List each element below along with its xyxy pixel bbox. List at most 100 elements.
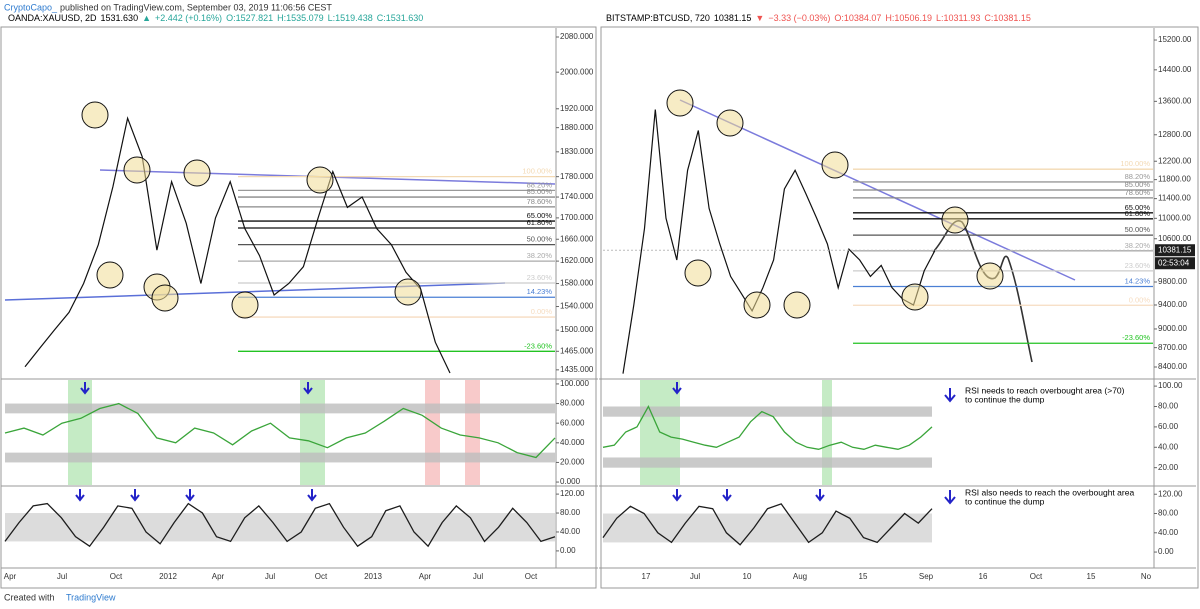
time-label: 15: [859, 572, 868, 581]
oscillator-tick-label: 100.000: [560, 379, 589, 388]
time-label: Jul: [265, 572, 275, 581]
stoch-line: [602, 503, 933, 546]
fib-label: 50.00%: [527, 235, 553, 244]
signal-arrow: [672, 382, 682, 395]
published: published on TradingView.com, September …: [60, 2, 332, 12]
signal-arrow: [672, 489, 682, 502]
rsi-line: [4, 402, 556, 459]
time-label: Apr: [4, 572, 17, 581]
time-label: Jul: [57, 572, 67, 581]
oscillator-tick-label: 20.00: [1158, 463, 1179, 472]
symbol-info: BITSTAMP:BTCUSD, 720 10381.15 ▼ −3.33 (−0.0…: [606, 13, 1031, 23]
fib-label: 65.00%: [1125, 203, 1151, 212]
oscillator-tick-label: 120.00: [560, 489, 585, 498]
time-label: Oct: [525, 572, 538, 581]
symbol-part: OANDA:XAUUSD, 2D: [8, 13, 97, 23]
oscillator-tick-label: 0.000: [560, 477, 581, 486]
price-tick-label: 1620.000: [560, 256, 594, 265]
fib-label: 85.00%: [1125, 180, 1151, 189]
highlight-circle: [394, 278, 422, 306]
highlight-circle: [123, 156, 151, 184]
highlight-circle: [976, 262, 1004, 290]
footer-created: Created with: [4, 592, 55, 602]
highlight-circle: [151, 284, 179, 312]
fib-label: 100.00%: [522, 167, 552, 176]
oscillator-tick-label: 40.00: [1158, 442, 1179, 451]
last-price: 10381.15: [1158, 245, 1192, 254]
oscillator-band: [603, 513, 932, 543]
oscillator-tick-label: 40.000: [560, 438, 585, 447]
time-label: Aug: [793, 572, 807, 581]
oscillator-tick-label: 80.00: [1158, 402, 1179, 411]
highlight-circle: [941, 206, 969, 234]
oscillator-tick-label: 40.00: [1158, 528, 1179, 537]
note: to continue the dump: [965, 394, 1045, 404]
oscillator-tick-label: 0.00: [1158, 547, 1174, 556]
note-arrow: [944, 490, 956, 505]
time-label: 2013: [364, 572, 382, 581]
symbol-info: OANDA:XAUUSD, 2D 1531.630 ▲ +2.442 (+0.16%)…: [8, 13, 423, 23]
signal-arrow: [130, 489, 140, 502]
price-tick-label: 1920.000: [560, 104, 594, 113]
fib-label: 14.23%: [1125, 277, 1151, 286]
highlight-circle: [821, 151, 849, 179]
fib-label: 50.00%: [1125, 225, 1151, 234]
fib-label: 78.60%: [527, 197, 553, 206]
price-tick-label: 11400.00: [1158, 194, 1191, 203]
time-label: 2012: [159, 572, 177, 581]
zone-highlight: [68, 380, 92, 485]
time-label: Jul: [690, 572, 700, 581]
author[interactable]: CryptoCapo_: [4, 2, 58, 12]
price-tick-label: 1740.000: [560, 192, 594, 201]
footer-brand[interactable]: TradingView: [66, 592, 116, 602]
ohlc: O:1527.821: [226, 13, 273, 23]
highlight-circle: [684, 259, 712, 287]
rsi-line: [602, 405, 933, 450]
oscillator-tick-label: 120.00: [1158, 489, 1183, 498]
time-label: 15: [1087, 572, 1096, 581]
time-label: Apr: [419, 572, 432, 581]
price-tick-label: 1580.000: [560, 279, 594, 288]
fib-label: 88.20%: [1125, 172, 1151, 181]
price-tick-label: 10600.00: [1158, 234, 1192, 243]
signal-arrow: [75, 489, 85, 502]
time-label: Oct: [1030, 572, 1043, 581]
highlight-circle: [716, 109, 744, 137]
fib-label: 61.80%: [527, 218, 553, 227]
price-tick-label: 13600.00: [1158, 96, 1192, 105]
fib-label: 100.00%: [1120, 159, 1150, 168]
price-tick-label: 15200.00: [1158, 35, 1192, 44]
fib-label: 14.23%: [527, 287, 553, 296]
note: RSI also needs to reach the overbought a…: [965, 487, 1134, 497]
time-label: Oct: [315, 572, 328, 581]
price-tick-label: 1880.000: [560, 123, 594, 132]
ohlc: H:10506.19: [885, 13, 932, 23]
time-label: 17: [642, 572, 651, 581]
time-label: 16: [979, 572, 988, 581]
signal-arrow: [185, 489, 195, 502]
price-tick-label: 1500.000: [560, 325, 594, 334]
symbol-part: 10381.15: [714, 13, 752, 23]
fib-label: 0.00%: [531, 307, 553, 316]
price-tick-label: 9400.00: [1158, 300, 1187, 309]
countdown-box: [1155, 257, 1195, 270]
highlight-circle: [783, 291, 811, 319]
trendline: [4, 282, 506, 301]
countdown: 02:53:04: [1158, 258, 1190, 267]
zone-highlight: [300, 380, 325, 485]
ohlc: L:10311.93: [936, 13, 980, 23]
price-tick-label: 1700.000: [560, 213, 594, 222]
panel-frame: [0, 26, 597, 589]
stoch-line: [4, 502, 556, 548]
symbol-part: +2.442 (+0.16%): [155, 13, 222, 23]
fib-label: 0.00%: [1129, 295, 1151, 304]
fib-label: 38.20%: [527, 251, 553, 260]
highlight-circle: [306, 166, 334, 194]
price-tick-label: 12200.00: [1158, 156, 1192, 165]
ohlc: C:10381.15: [984, 13, 1031, 23]
oscillator-tick-label: 60.000: [560, 418, 585, 427]
price-tick-label: 1830.000: [560, 147, 594, 156]
time-label: 10: [743, 572, 752, 581]
